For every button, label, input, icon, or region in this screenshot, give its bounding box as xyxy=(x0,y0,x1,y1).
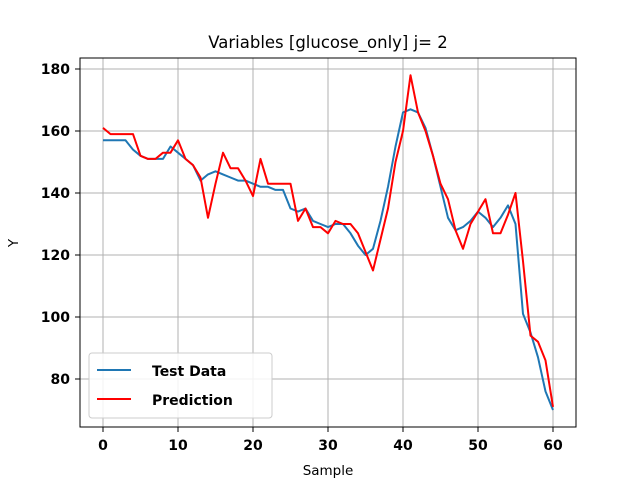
x-tick-label: 40 xyxy=(393,438,413,454)
legend: Test Data Prediction xyxy=(88,352,273,419)
series-line-prediction xyxy=(102,74,554,408)
y-tick-label: 80 xyxy=(51,372,71,388)
grid-lines xyxy=(80,58,576,427)
legend-label-prediction: Prediction xyxy=(152,393,233,409)
y-axis-label: Y xyxy=(6,238,22,248)
y-tick-label: 140 xyxy=(41,186,70,202)
y-tick-label: 120 xyxy=(41,248,70,264)
x-tick-label: 60 xyxy=(543,438,563,454)
legend-label-test-data: Test Data xyxy=(152,364,226,380)
axis-ticks: 0 10 20 30 40 50 60 80 100 120 140 160 180 xyxy=(41,62,563,454)
x-axis-label: Sample xyxy=(303,463,354,479)
x-tick-label: 30 xyxy=(318,438,338,454)
x-tick-label: 20 xyxy=(243,438,263,454)
y-tick-label: 180 xyxy=(41,62,70,78)
x-tick-label: 50 xyxy=(468,438,488,454)
chart-title: Variables [glucose_only] j= 2 xyxy=(208,33,448,53)
y-tick-label: 160 xyxy=(41,124,70,140)
data-lines xyxy=(102,74,554,411)
y-tick-label: 100 xyxy=(41,310,70,326)
x-tick-label: 10 xyxy=(168,438,188,454)
legend-box xyxy=(88,352,273,419)
x-tick-label: 0 xyxy=(98,438,108,454)
